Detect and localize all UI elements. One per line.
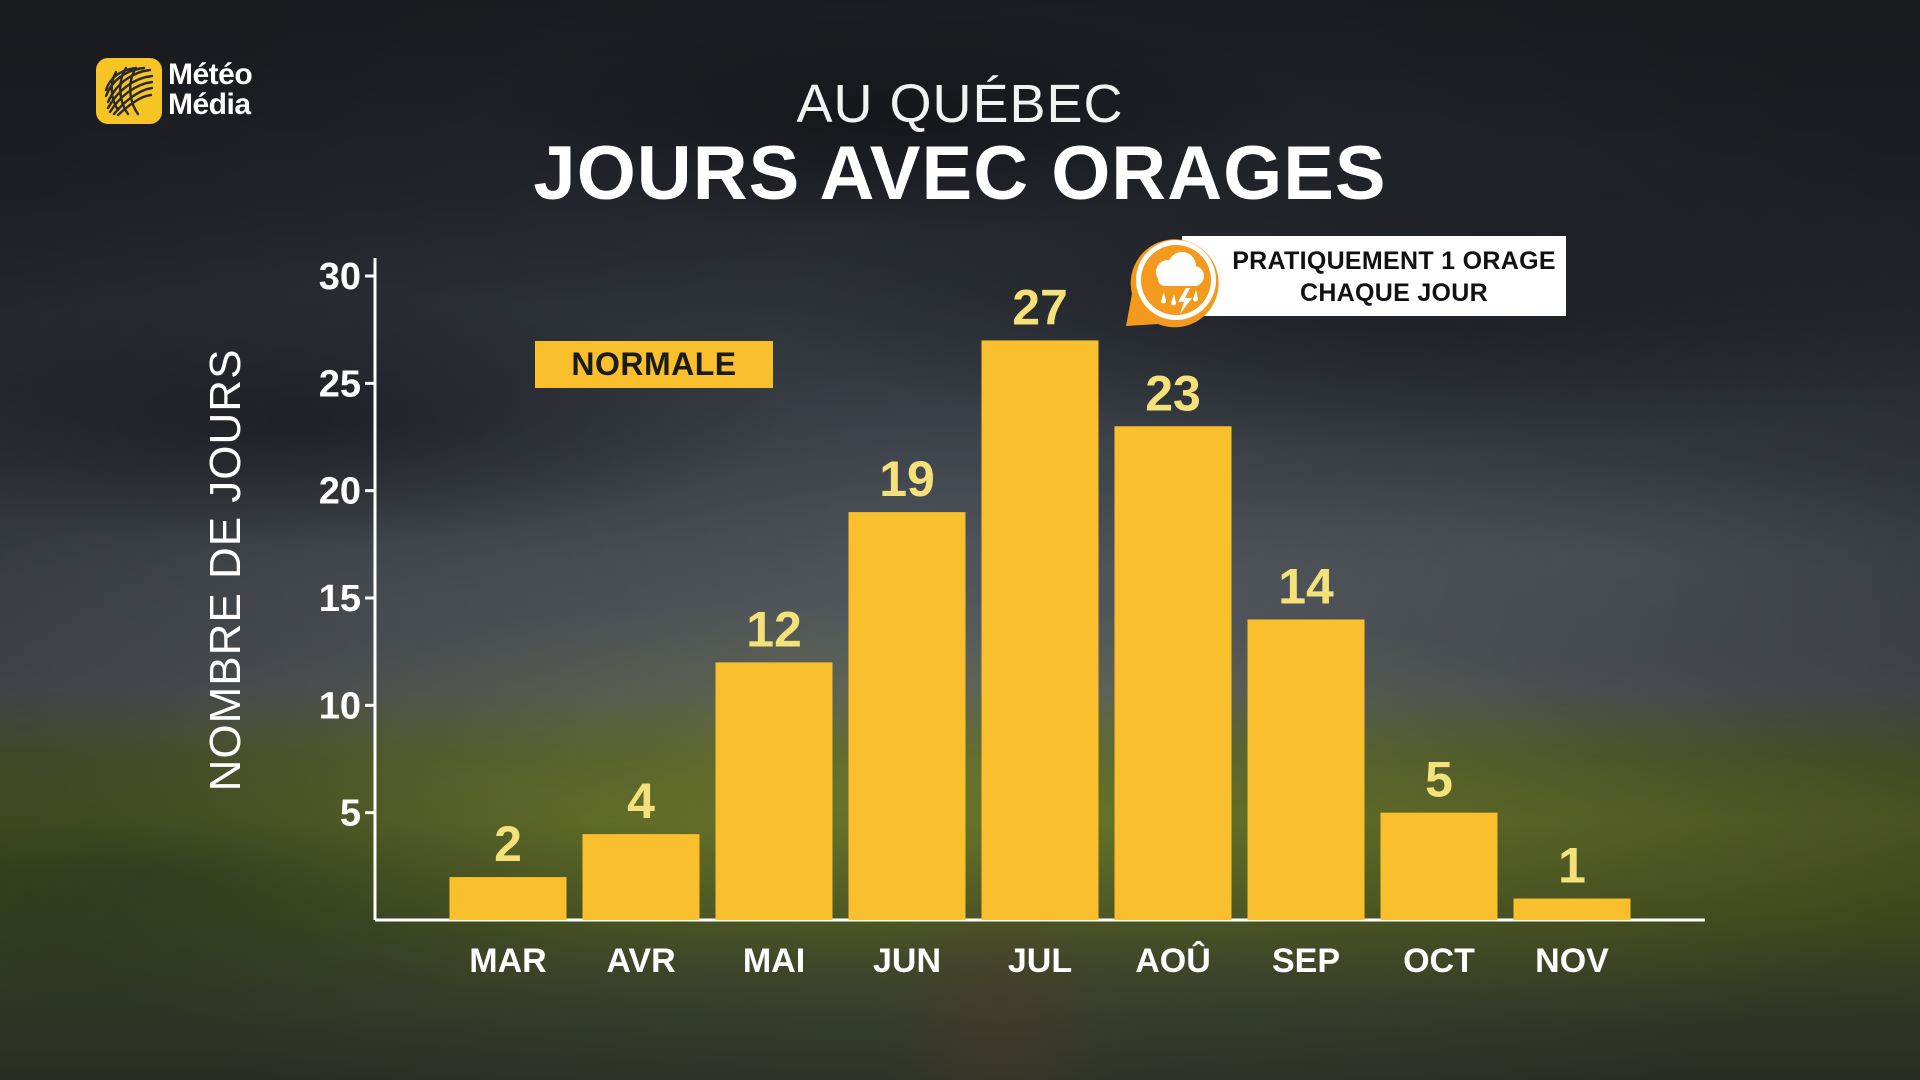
y-tick-label: 10 <box>319 685 361 727</box>
globe-logo-icon <box>96 58 162 124</box>
y-tick-label: 25 <box>319 363 361 405</box>
bar-series <box>449 340 1631 920</box>
chart-subtitle: AU QUÉBEC <box>796 74 1124 134</box>
brand-name-line-2: Média <box>168 88 251 121</box>
data-label-jun: 19 <box>879 451 935 507</box>
bar-mar <box>449 877 567 920</box>
data-label-mar: 2 <box>494 816 522 872</box>
x-tick-label-nov: NOV <box>1535 942 1609 980</box>
annotation-text-line-1: PRATIQUEMENT 1 ORAGE <box>1232 247 1556 275</box>
bar-jun <box>848 512 966 920</box>
x-tick-label-mai: MAI <box>743 942 805 980</box>
data-label-jul: 27 <box>1012 279 1068 335</box>
data-label-nov: 1 <box>1558 838 1586 894</box>
annotation-callout: PRATIQUEMENT 1 ORAGE CHAQUE JOUR <box>1182 236 1566 316</box>
x-tick-label-jul: JUL <box>1008 942 1072 980</box>
x-tick-label-sep: SEP <box>1272 942 1340 980</box>
data-label-avr: 4 <box>627 773 655 829</box>
x-tick-label-avr: AVR <box>606 942 675 980</box>
data-label-sep: 14 <box>1278 558 1334 614</box>
bar-aoû <box>1114 426 1232 920</box>
brand-name-line-1: Météo <box>168 58 253 91</box>
x-tick-label-mar: MAR <box>469 942 546 980</box>
thunderstorm-cloud-icon <box>1118 224 1230 336</box>
data-label-oct: 5 <box>1425 752 1453 808</box>
bar-mai <box>715 662 833 920</box>
y-tick-label: 15 <box>319 578 361 620</box>
y-tick-label: 30 <box>319 256 361 298</box>
bar-sep <box>1247 619 1365 920</box>
data-label-mai: 12 <box>746 601 802 657</box>
data-label-aoû: 23 <box>1145 365 1201 421</box>
bar-nov <box>1513 898 1631 920</box>
x-tick-label-jun: JUN <box>873 942 941 980</box>
chart-title: JOURS AVEC ORAGES <box>533 131 1387 216</box>
brand-logo: Météo Média <box>96 56 276 128</box>
annotation-text-line-2: CHAQUE JOUR <box>1299 279 1489 307</box>
y-tick-label: 5 <box>340 793 361 835</box>
y-axis-title: NOMBRE DE JOURS <box>201 349 250 792</box>
x-tick-label-oct: OCT <box>1403 942 1475 980</box>
x-tick-label-aoû: AOÛ <box>1135 941 1211 980</box>
bar-oct <box>1380 812 1498 920</box>
y-tick-label: 20 <box>319 471 361 513</box>
legend-normale: NORMALE <box>535 341 773 388</box>
bar-jul <box>981 340 1099 920</box>
bar-avr <box>582 834 700 920</box>
